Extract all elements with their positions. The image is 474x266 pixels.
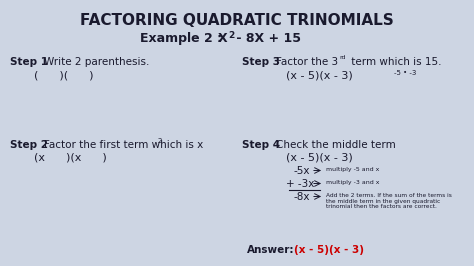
Text: -8x: -8x bbox=[294, 192, 310, 202]
Text: Check the middle term: Check the middle term bbox=[276, 140, 396, 150]
Text: (x - 5)(x - 3): (x - 5)(x - 3) bbox=[294, 245, 364, 255]
Text: Add the 2 terms. If the sum of the terms is: Add the 2 terms. If the sum of the terms… bbox=[326, 193, 452, 198]
Text: rd: rd bbox=[339, 55, 346, 60]
Text: -5x: -5x bbox=[294, 166, 310, 176]
Text: 2: 2 bbox=[158, 138, 163, 144]
Text: X: X bbox=[218, 32, 228, 45]
Text: Step 3: Step 3 bbox=[242, 57, 280, 67]
Text: + -3x: + -3x bbox=[286, 179, 314, 189]
Text: multiply -3 and x: multiply -3 and x bbox=[326, 180, 380, 185]
Text: - 8X + 15: - 8X + 15 bbox=[232, 32, 301, 45]
Text: Factor the 3: Factor the 3 bbox=[276, 57, 338, 67]
Text: (x - 5)(x - 3): (x - 5)(x - 3) bbox=[286, 152, 353, 162]
Text: (      )(      ): ( )( ) bbox=[34, 70, 93, 80]
Text: Factor the first term which is x: Factor the first term which is x bbox=[44, 140, 203, 150]
Text: Step 2: Step 2 bbox=[10, 140, 48, 150]
Text: 2: 2 bbox=[228, 31, 234, 40]
Text: the middle term in the given quadratic: the middle term in the given quadratic bbox=[326, 198, 440, 203]
Text: (x      )(x      ): (x )(x ) bbox=[34, 153, 107, 163]
Text: Write 2 parenthesis.: Write 2 parenthesis. bbox=[44, 57, 149, 67]
Text: term which is 15.: term which is 15. bbox=[348, 57, 441, 67]
Text: trinomial then the factors are correct.: trinomial then the factors are correct. bbox=[326, 204, 437, 209]
Text: Answer:: Answer: bbox=[247, 245, 294, 255]
Text: Step 4: Step 4 bbox=[242, 140, 280, 150]
Text: (x - 5)(x - 3): (x - 5)(x - 3) bbox=[286, 70, 353, 80]
Text: multiply -5 and x: multiply -5 and x bbox=[326, 167, 379, 172]
Text: FACTORING QUADRATIC TRINOMIALS: FACTORING QUADRATIC TRINOMIALS bbox=[80, 13, 394, 28]
Text: -5 • -3: -5 • -3 bbox=[394, 70, 416, 76]
Text: Example 2 :: Example 2 : bbox=[140, 32, 227, 45]
Text: Step 1: Step 1 bbox=[10, 57, 48, 67]
